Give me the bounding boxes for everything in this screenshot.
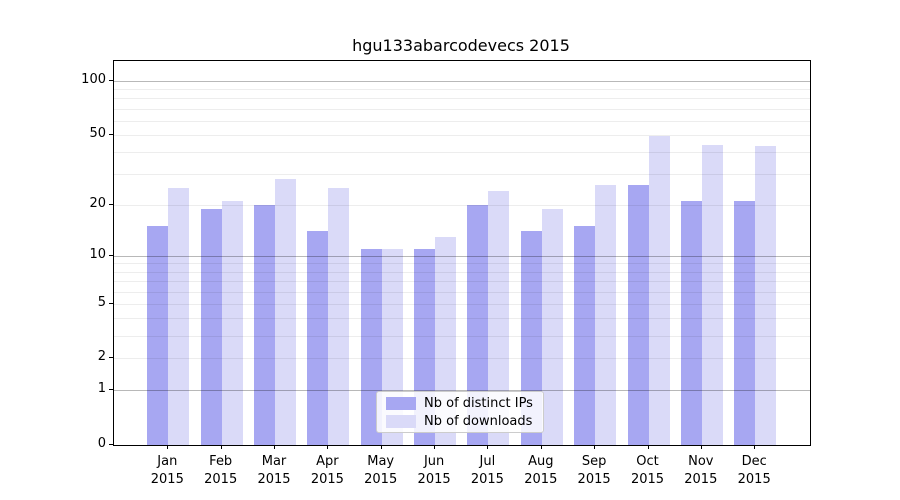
chart-title: hgu133abarcodevecs 2015	[352, 36, 570, 55]
legend-label-distinct-ips: Nb of distinct IPs	[424, 395, 533, 411]
x-tick-dec	[754, 445, 756, 449]
bar-mar-downloads	[275, 179, 296, 445]
x-tick-jul	[487, 445, 489, 449]
gridline-8	[114, 271, 810, 273]
y-axis-label-5: 5	[97, 294, 106, 310]
x-axis-label-mar: Mar 2015	[257, 454, 291, 487]
gridline-60	[114, 120, 810, 122]
bar-dec-downloads	[755, 146, 777, 445]
legend-swatch-downloads	[386, 414, 416, 428]
x-tick-oct	[647, 445, 649, 449]
y-axis-label-0: 0	[97, 436, 106, 451]
x-axis-label-jun: Jun 2015	[417, 454, 451, 487]
x-axis-label-apr: Apr 2015	[310, 454, 344, 487]
x-axis-label-feb: Feb 2015	[204, 454, 238, 487]
x-axis-label-nov: Nov 2015	[684, 454, 718, 487]
gridline-1	[114, 390, 810, 392]
x-axis-label-sep: Sep 2015	[577, 454, 611, 487]
x-tick-mar	[274, 445, 275, 449]
y-axis-label-20: 20	[89, 195, 106, 211]
gridline-20	[114, 204, 810, 206]
y-tick-5	[109, 302, 113, 304]
x-axis-label-may: May 2015	[364, 454, 398, 487]
grid-layer	[114, 61, 810, 445]
x-tick-may	[380, 445, 382, 449]
legend-swatch-distinct-ips	[386, 396, 416, 410]
y-tick-50	[109, 133, 113, 135]
y-axis-label-2: 2	[97, 349, 106, 365]
gridline-2	[114, 358, 810, 360]
bar-apr-downloads	[328, 187, 350, 445]
bar-jul-downloads	[488, 191, 510, 445]
gridline-80	[114, 98, 810, 100]
x-axis-label-jul: Jul 2015	[470, 454, 504, 487]
bar-apr-distinct-ips	[307, 231, 329, 445]
bar-feb-distinct-ips	[200, 208, 222, 445]
gridline-3	[114, 335, 810, 337]
x-tick-aug	[540, 445, 542, 449]
x-axis-label-dec: Dec 2015	[737, 454, 771, 487]
y-tick-20	[109, 203, 113, 205]
legend-item-downloads: Nb of downloads	[386, 414, 543, 429]
gridline-100	[114, 80, 810, 82]
bar-oct-downloads	[648, 136, 670, 445]
bars-layer	[114, 61, 810, 445]
bar-aug-downloads	[541, 208, 563, 445]
x-tick-feb	[220, 445, 222, 449]
x-tick-nov	[700, 445, 702, 449]
bar-sep-distinct-ips	[574, 226, 596, 445]
x-tick-jun	[434, 445, 436, 449]
gridline-7	[114, 280, 810, 282]
gridline-9	[114, 263, 810, 265]
bar-mar-distinct-ips	[254, 204, 275, 445]
y-axis-label-50: 50	[89, 125, 106, 141]
y-tick-10	[109, 254, 113, 256]
gridline-40	[114, 152, 810, 153]
y-tick-0	[109, 444, 113, 445]
gridline-50	[114, 134, 810, 136]
gridline-10	[114, 255, 810, 257]
x-axis-label-aug: Aug 2015	[524, 454, 558, 487]
y-tick-2	[109, 357, 113, 359]
x-axis-label-jan: Jan 2015	[150, 454, 184, 487]
bar-jan-downloads	[168, 187, 190, 445]
gridline-6	[114, 291, 810, 293]
x-tick-sep	[594, 445, 596, 449]
legend-item-distinct-ips: Nb of distinct IPs	[386, 396, 543, 411]
x-tick-jan	[167, 445, 169, 449]
y-axis-label-10: 10	[89, 246, 106, 262]
bar-oct-distinct-ips	[627, 185, 649, 445]
bar-dec-distinct-ips	[734, 201, 756, 445]
x-tick-apr	[327, 445, 329, 449]
y-axis-label-1: 1	[97, 381, 106, 397]
y-axis-label-100: 100	[81, 71, 106, 87]
legend-label-downloads: Nb of downloads	[424, 413, 533, 429]
bar-nov-downloads	[701, 144, 723, 445]
bar-sep-downloads	[595, 185, 617, 445]
gridline-30	[114, 174, 810, 176]
gridline-4	[114, 318, 810, 319]
legend: Nb of distinct IPs Nb of downloads	[376, 391, 544, 433]
gridline-70	[114, 108, 810, 110]
gridline-5	[114, 303, 810, 305]
y-tick-1	[109, 389, 113, 391]
plot-area	[113, 60, 811, 446]
x-axis-label-oct: Oct 2015	[630, 454, 665, 487]
bar-jul-distinct-ips	[467, 204, 489, 445]
bar-jan-distinct-ips	[147, 226, 169, 445]
bar-nov-distinct-ips	[680, 201, 702, 445]
bar-feb-downloads	[221, 201, 243, 445]
y-tick-100	[109, 79, 113, 81]
gridline-90	[114, 89, 810, 91]
